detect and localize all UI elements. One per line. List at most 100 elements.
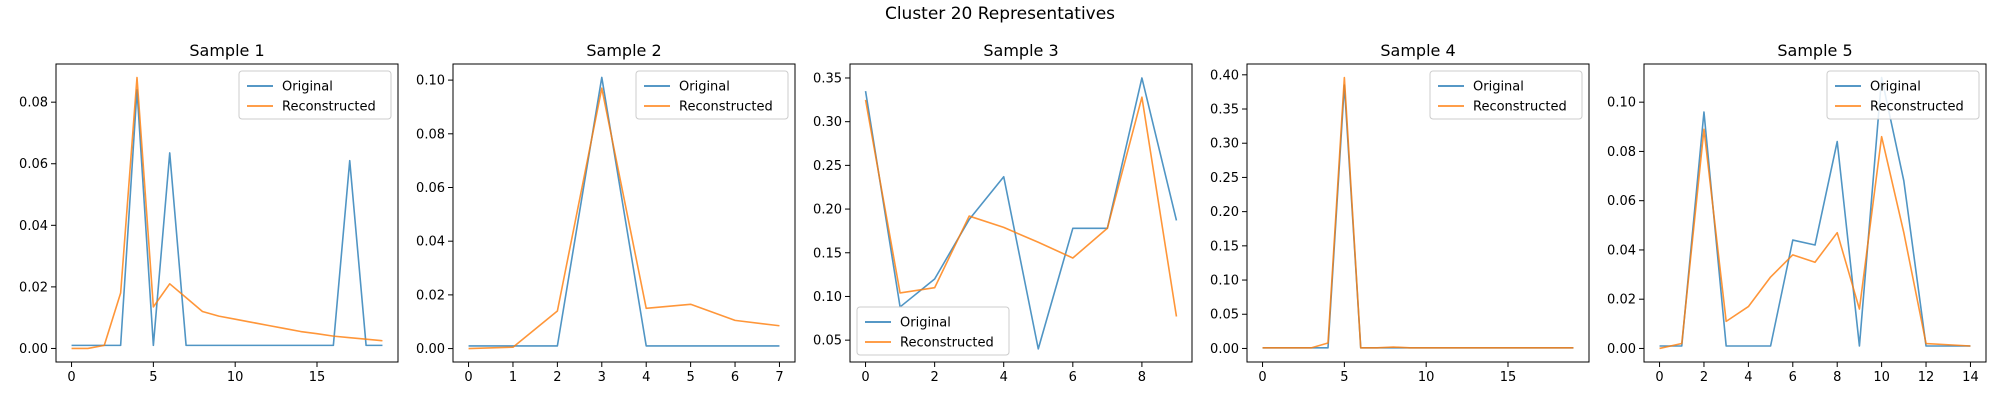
x-tick-label: 4 — [1000, 370, 1008, 385]
legend: Original Reconstructed — [1826, 70, 1980, 120]
x-tick-label: 4 — [642, 370, 650, 385]
y-tick-label: 0.04 — [416, 235, 445, 250]
x-tick-label: 8 — [1833, 370, 1841, 385]
figure-title: Cluster 20 Representatives — [884, 4, 1116, 24]
panel-1: Sample 1 0 5 10 15 0.00 0.02 0.04 0.06 0.08 Origin… — [19, 41, 399, 385]
legend-label-reconstructed: Reconstructed — [679, 100, 773, 115]
y-tick-label: 0.06 — [416, 181, 445, 196]
x-tick-label: 0 — [464, 370, 472, 385]
series-line-reconstructed — [1262, 76, 1574, 349]
y-tick-label: 0.00 — [1607, 342, 1636, 357]
y-tick-label: 0.40 — [1210, 68, 1239, 83]
panel-title: Sample 3 — [983, 41, 1058, 60]
y-tick-label: 0.05 — [1210, 308, 1239, 323]
panel-3: Sample 3 0 2 4 6 8 0.05 0.10 0.15 0.20 0.25 0.30 0.3… — [813, 41, 1193, 385]
x-tick-label: 5 — [1340, 370, 1348, 385]
y-tick-label: 0.15 — [813, 246, 842, 261]
y-tick-label: 0.00 — [416, 342, 445, 357]
series-line-original — [468, 76, 780, 347]
panel-4: Sample 4 0 5 10 15 0.00 0.05 0.10 0.15 0.20 0.25 0.… — [1210, 41, 1590, 385]
series-line-reconstructed — [468, 87, 780, 350]
legend-label-reconstructed: Reconstructed — [1870, 100, 1964, 115]
y-tick-label: 0.10 — [1607, 96, 1636, 111]
series-line-original — [1262, 84, 1574, 349]
legend-box — [635, 70, 789, 120]
x-tick-label: 4 — [1744, 370, 1752, 385]
series-line-reconstructed — [864, 96, 1178, 317]
panel-5: Sample 5 0 2 4 6 8 10 12 14 0.00 0.02 0.04 0.06 0.08 0… — [1607, 41, 1987, 385]
legend: Original Reconstructed — [856, 306, 1010, 356]
y-tick-label: 0.06 — [19, 157, 48, 172]
axes-frame — [55, 63, 399, 363]
x-tick-label: 10 — [1873, 370, 1890, 385]
y-tick-label: 0.08 — [1607, 145, 1636, 160]
y-tick-label: 0.10 — [813, 290, 842, 305]
legend-box — [1429, 70, 1583, 120]
x-tick-label: 6 — [1069, 370, 1077, 385]
x-tick-label: 2 — [930, 370, 938, 385]
legend: Original Reconstructed — [1429, 70, 1583, 120]
axes-frame — [1246, 63, 1590, 363]
y-tick-label: 0.30 — [1210, 137, 1239, 152]
x-tick-label: 6 — [731, 370, 739, 385]
legend-box — [238, 70, 392, 120]
y-tick-label: 0.20 — [1210, 205, 1239, 220]
y-tick-label: 0.25 — [813, 159, 842, 174]
x-tick-label: 6 — [1789, 370, 1797, 385]
x-tick-label: 15 — [309, 370, 326, 385]
y-tick-label: 0.25 — [1210, 171, 1239, 186]
legend-label-reconstructed: Reconstructed — [1473, 100, 1567, 115]
series-line-reconstructed — [71, 76, 383, 350]
y-tick-label: 0.15 — [1210, 239, 1239, 254]
series-line-original — [71, 89, 383, 347]
y-tick-label: 0.08 — [416, 127, 445, 142]
axes-frame — [849, 63, 1193, 363]
y-tick-label: 0.20 — [813, 203, 842, 218]
legend-label-reconstructed: Reconstructed — [282, 100, 376, 115]
panel-title: Sample 5 — [1777, 41, 1852, 60]
x-tick-label: 1 — [509, 370, 517, 385]
y-tick-label: 0.00 — [19, 342, 48, 357]
axes-frame — [1643, 63, 1987, 363]
x-tick-label: 15 — [1500, 370, 1517, 385]
legend-label-reconstructed: Reconstructed — [900, 336, 994, 351]
series-line-reconstructed — [1659, 128, 1971, 350]
y-tick-label: 0.04 — [19, 219, 48, 234]
axes-frame — [452, 63, 796, 363]
y-tick-label: 0.02 — [416, 288, 445, 303]
legend-label-original: Original — [679, 80, 730, 95]
x-tick-label: 8 — [1138, 370, 1146, 385]
legend: Original Reconstructed — [635, 70, 789, 120]
y-tick-label: 0.02 — [19, 280, 48, 295]
x-tick-label: 12 — [1918, 370, 1935, 385]
legend: Original Reconstructed — [238, 70, 392, 120]
y-tick-label: 0.04 — [1607, 243, 1636, 258]
y-tick-label: 0.06 — [1607, 194, 1636, 209]
y-tick-label: 0.02 — [1607, 293, 1636, 308]
x-tick-label: 0 — [1655, 370, 1663, 385]
y-tick-label: 0.10 — [1210, 274, 1239, 289]
x-tick-label: 10 — [227, 370, 244, 385]
x-tick-label: 10 — [1418, 370, 1435, 385]
legend-label-original: Original — [1473, 80, 1524, 95]
panel-title: Sample 2 — [586, 41, 661, 60]
panel-title: Sample 4 — [1380, 41, 1455, 60]
x-tick-label: 2 — [553, 370, 561, 385]
y-tick-label: 0.35 — [1210, 103, 1239, 118]
legend-label-original: Original — [1870, 80, 1921, 95]
panel-title: Sample 1 — [189, 41, 264, 60]
legend-label-original: Original — [900, 316, 951, 331]
x-tick-label: 3 — [598, 370, 606, 385]
x-tick-label: 14 — [1962, 370, 1979, 385]
series-line-original — [864, 77, 1178, 350]
legend-box — [1826, 70, 1980, 120]
x-tick-label: 5 — [149, 370, 157, 385]
x-tick-label: 0 — [861, 370, 869, 385]
x-tick-label: 5 — [686, 370, 694, 385]
y-tick-label: 0.30 — [813, 115, 842, 130]
x-tick-label: 0 — [67, 370, 75, 385]
legend-label-original: Original — [282, 80, 333, 95]
x-tick-label: 0 — [1258, 370, 1266, 385]
